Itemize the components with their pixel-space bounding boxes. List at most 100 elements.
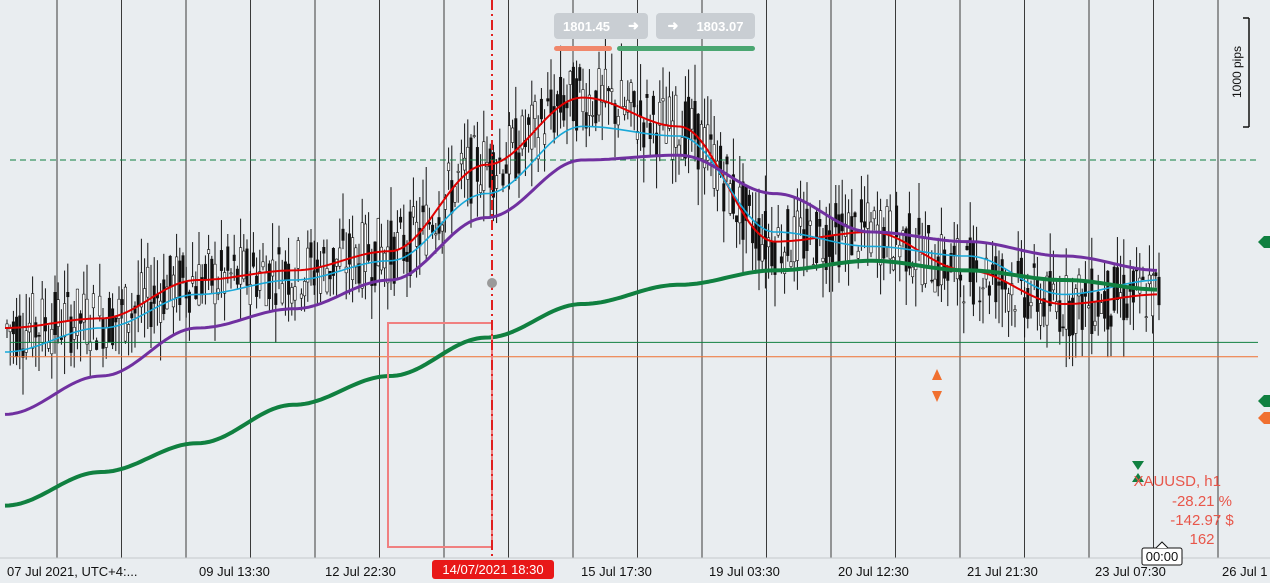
time-label-2: 09 Jul 13:30	[199, 564, 270, 579]
candle	[261, 242, 265, 271]
candle	[792, 196, 796, 282]
candle	[331, 247, 335, 295]
candle	[607, 86, 611, 125]
sell-button[interactable]: 1801.45 ➜	[554, 13, 648, 39]
candle	[411, 177, 415, 226]
candle	[1099, 293, 1103, 314]
flag-green-solid[interactable]	[1258, 395, 1270, 407]
candle	[181, 252, 185, 284]
candle	[309, 228, 313, 286]
candle	[1007, 287, 1011, 337]
flag-green-dashed[interactable]	[1258, 236, 1270, 248]
sell-arrow-icon: ➜	[628, 18, 639, 33]
time-label-6: 20 Jul 12:30	[838, 564, 909, 579]
candle	[1055, 278, 1059, 320]
candle	[917, 183, 921, 262]
candle	[440, 221, 444, 254]
candle	[53, 275, 57, 354]
current-time-notch	[1155, 541, 1169, 549]
candle	[251, 232, 255, 269]
candle	[1074, 284, 1078, 358]
candle	[31, 276, 35, 358]
candle	[159, 283, 163, 361]
candle	[927, 225, 931, 266]
candle	[127, 323, 131, 356]
buy-hourglass-marker	[1132, 461, 1144, 482]
candle	[421, 179, 425, 235]
candle	[255, 257, 259, 309]
price-lines	[10, 159, 1258, 358]
candle	[187, 289, 191, 341]
buy-button[interactable]: ➜ 1803.07	[656, 13, 755, 39]
candle	[315, 242, 319, 306]
candle	[610, 53, 614, 106]
candle	[210, 255, 214, 294]
candle	[895, 191, 899, 246]
candle	[962, 285, 966, 334]
candle	[165, 274, 169, 310]
sell-arrow-marker-1	[932, 369, 942, 380]
candle	[667, 71, 671, 132]
candle	[213, 241, 217, 341]
candle	[1138, 253, 1142, 314]
candle	[66, 263, 70, 322]
current-time-label: 00:00	[1146, 549, 1179, 564]
candle	[859, 175, 863, 251]
candle	[271, 223, 275, 310]
candle	[296, 237, 300, 282]
candle	[1013, 305, 1017, 328]
candle	[479, 154, 483, 198]
candle	[802, 191, 806, 277]
candle	[965, 242, 969, 251]
candle	[968, 202, 972, 297]
candle	[463, 123, 467, 198]
candle	[984, 242, 988, 288]
cursor-time-label: 14/07/2021 18:30	[442, 562, 543, 577]
candle	[386, 219, 390, 310]
candle	[475, 121, 479, 217]
candle	[658, 80, 662, 162]
candle	[117, 286, 121, 355]
candle	[466, 119, 470, 207]
candle	[629, 79, 633, 127]
candle	[1023, 286, 1027, 338]
candle	[882, 217, 886, 281]
candle	[95, 337, 99, 351]
ma-line-4	[4, 258, 1158, 508]
candle	[571, 62, 575, 122]
candle	[37, 332, 41, 371]
candle	[239, 218, 243, 320]
candle	[69, 304, 73, 367]
candle	[635, 104, 639, 144]
buy-arrow-icon: ➜	[667, 18, 679, 33]
candle	[85, 264, 89, 355]
candle	[1154, 271, 1158, 288]
sell-price: 1801.45	[563, 18, 611, 34]
candle	[434, 223, 438, 254]
candle	[1144, 283, 1148, 332]
candle	[226, 234, 230, 284]
ma-line-2	[4, 125, 1158, 353]
time-label-1: 07 Jul 2021, UTC+4:...	[7, 564, 137, 579]
candle	[149, 264, 153, 349]
candle	[306, 230, 310, 302]
candle	[1058, 275, 1062, 345]
candle	[690, 98, 694, 152]
candle	[280, 259, 284, 306]
candle	[245, 239, 249, 295]
right-price-flags	[1258, 236, 1270, 424]
candle	[472, 125, 476, 139]
flag-orange[interactable]	[1258, 412, 1270, 424]
buy-bar	[617, 46, 755, 51]
candle	[322, 239, 326, 282]
candle	[520, 109, 524, 157]
time-label-5: 19 Jul 03:30	[709, 564, 780, 579]
candle	[399, 208, 403, 229]
scale-bar: 1000 pips	[1230, 17, 1250, 128]
candle	[1051, 250, 1055, 301]
candle	[536, 115, 540, 173]
candle	[456, 163, 460, 203]
sell-bar	[554, 46, 612, 51]
candle	[511, 119, 515, 149]
